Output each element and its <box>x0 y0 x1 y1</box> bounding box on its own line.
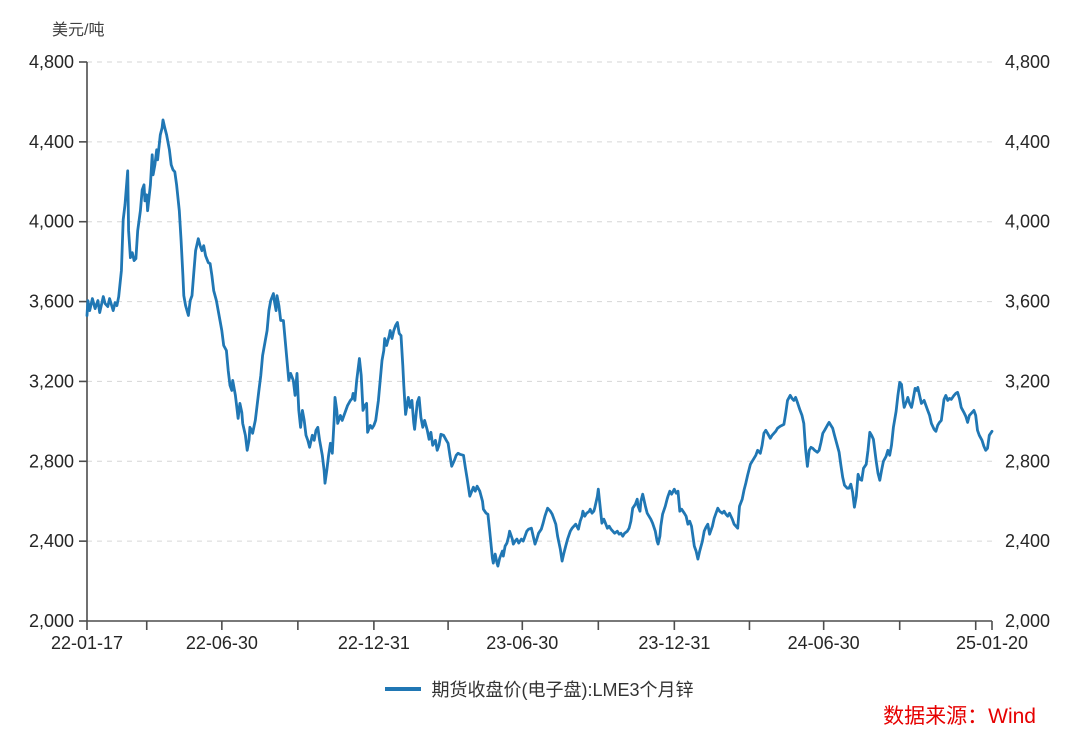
legend: 期货收盘价(电子盘):LME3个月锌 <box>87 676 992 702</box>
x-tick-label-22-12-31: 22-12-31 <box>338 633 410 653</box>
x-tick-label-25-01-20: 25-01-20 <box>956 633 1028 653</box>
y-tick-marks <box>79 61 87 622</box>
y-tick-label-left: 3,600 <box>29 292 74 312</box>
y-tick-label-right: 2,400 <box>1005 531 1050 551</box>
y-tick-labels-right: 4,800 4,400 4,000 3,600 3,200 2,800 2,400 2,000 <box>1005 52 1050 631</box>
y-tick-label-left: 2,400 <box>29 531 74 551</box>
x-tick-label-23-12-31: 23-12-31 <box>638 633 710 653</box>
y-tick-label-left: 4,400 <box>29 132 74 152</box>
y-tick-label-right: 4,000 <box>1005 212 1050 232</box>
data-source-text: 数据来源：Wind <box>883 705 1036 728</box>
x-tick-label-22-01-17: 22-01-17 <box>51 633 123 653</box>
y-tick-label-right: 3,600 <box>1005 292 1050 312</box>
legend-label: 期货收盘价(电子盘):LME3个月锌 <box>431 680 694 700</box>
x-tick-labels: 22-01-17 22-06-30 22-12-31 23-06-30 23-12-31… <box>51 633 1028 653</box>
axes <box>86 62 992 622</box>
y-tick-label-left: 3,200 <box>29 371 74 391</box>
x-tick-label-23-06-30: 23-06-30 <box>486 633 558 653</box>
y-axis-unit-label: 美元/吨 <box>52 22 105 39</box>
y-tick-label-right: 2,800 <box>1005 451 1050 471</box>
x-tick-label-24-06-30: 24-06-30 <box>788 633 860 653</box>
y-tick-label-left: 4,800 <box>29 52 74 72</box>
y-tick-label-left: 4,000 <box>29 212 74 232</box>
x-tick-label-22-06-30: 22-06-30 <box>186 633 258 653</box>
x-tick-marks <box>86 621 993 630</box>
y-tick-label-left: 2,800 <box>29 451 74 471</box>
gridlines <box>87 61 992 542</box>
y-tick-label-right: 2,000 <box>1005 611 1050 631</box>
y-tick-labels-left: 4,800 4,400 4,000 3,600 3,200 2,800 2,400 2,000 <box>29 52 74 631</box>
y-tick-label-left: 2,000 <box>29 611 74 631</box>
y-tick-label-right: 4,400 <box>1005 132 1050 152</box>
price-line-path <box>85 118 994 568</box>
legend-line-icon <box>385 687 422 691</box>
y-tick-label-right: 4,800 <box>1005 52 1050 72</box>
y-tick-label-right: 3,200 <box>1005 371 1050 391</box>
price-line-series <box>85 118 994 568</box>
